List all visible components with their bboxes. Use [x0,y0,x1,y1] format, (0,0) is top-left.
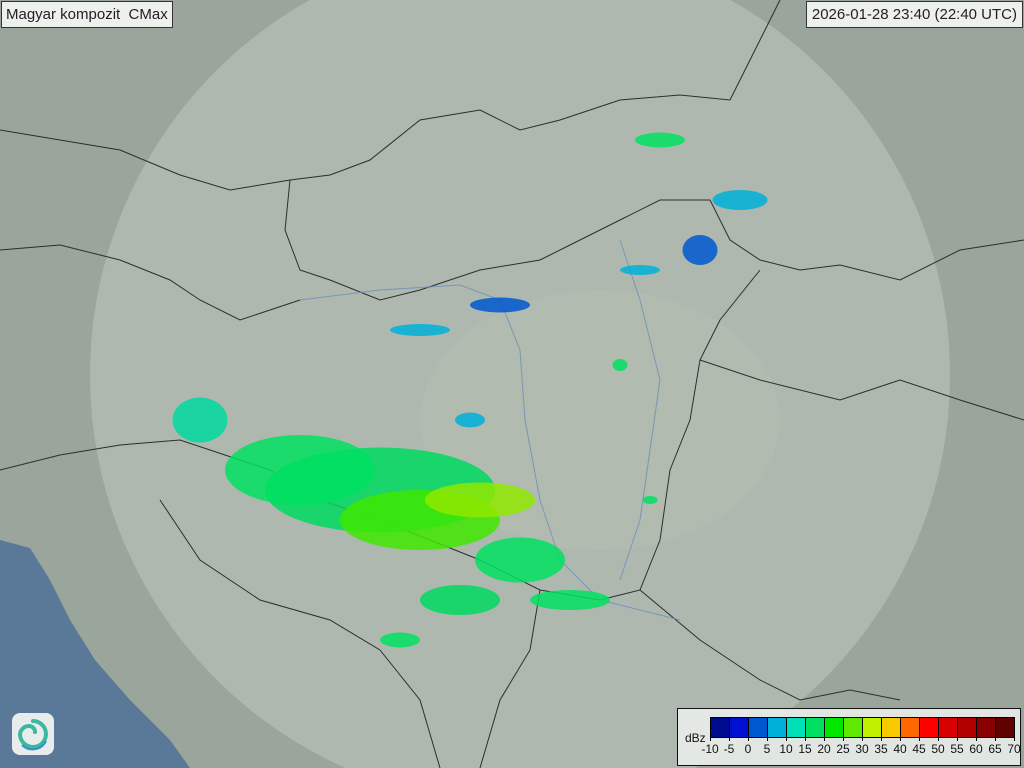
legend-tick-label: 25 [836,742,850,756]
pannonian-plain [420,290,780,550]
legend-tick [824,736,825,741]
legend-swatch [825,718,844,737]
product-title: Magyar kompozit CMax [1,1,173,28]
precipitation-echo [620,265,660,275]
legend-tick [786,736,787,741]
legend-tick [976,736,977,741]
timestamp-label: 2026-01-28 23:40 (22:40 UTC) [805,1,1023,28]
precipitation-echo [635,132,685,148]
legend-tick [900,736,901,741]
legend-tick [805,736,806,741]
legend-swatch [711,718,730,737]
legend-swatch [806,718,825,737]
legend-tick-label: 60 [969,742,983,756]
legend-swatch [768,718,787,737]
legend-tick-label: 70 [1007,742,1021,756]
legend-tick [957,736,958,741]
swirl-logo-icon [12,713,54,755]
legend-tick-label: 40 [893,742,907,756]
legend-swatch [977,718,996,737]
legend-swatch [996,718,1014,737]
legend-tick-label: -10 [701,742,719,756]
precipitation-echo [475,537,565,583]
precipitation-echo [682,235,718,265]
precipitation-echo [470,297,530,313]
legend-tick [881,736,882,741]
precipitation-echo [455,412,485,428]
legend-swatch [901,718,920,737]
legend-tick [767,736,768,741]
legend-tick-label: 45 [912,742,926,756]
legend-tick-label: 15 [798,742,812,756]
precipitation-echo [390,324,450,336]
legend-swatch [939,718,958,737]
precipitation-echo [642,496,658,504]
legend-ticks: -10 -5 0 5 10 15 20 25 30 35 40 45 50 55 60 65 70 [701,736,1021,766]
legend-tick [710,736,711,741]
legend-swatch [920,718,939,737]
precipitation-echo [380,632,420,648]
precipitation-echo [225,435,375,505]
legend-tick-label: -5 [723,742,735,756]
legend-swatch [882,718,901,737]
legend-tick-label: 10 [779,742,793,756]
legend-tick-label: 35 [874,742,888,756]
precipitation-echo [172,397,228,443]
legend-tick [938,736,939,741]
adriatic-sea [0,540,190,768]
legend-tick [729,736,730,741]
legend-swatch [730,718,749,737]
legend-tick [748,736,749,741]
dbz-legend: dBz -10 -5 0 5 10 15 20 25 30 35 40 45 50 55 60 65 70 [677,708,1021,766]
legend-tick [919,736,920,741]
legend-tick [843,736,844,741]
legend-tick-label: 0 [744,742,752,756]
legend-tick-label: 55 [950,742,964,756]
precipitation-echo [712,190,768,210]
legend-tick-label: 50 [931,742,945,756]
legend-swatch [958,718,977,737]
radar-echoes [172,132,768,648]
color-scale-bar [710,717,1015,738]
legend-tick-label: 5 [763,742,771,756]
precipitation-echo [612,359,628,371]
legend-tick [1014,736,1015,741]
precipitation-echo [530,590,610,610]
legend-tick [862,736,863,741]
legend-tick [995,736,996,741]
precipitation-echo [425,482,535,518]
legend-swatch [787,718,806,737]
legend-swatch [844,718,863,737]
precipitation-echo [420,585,500,615]
legend-swatch [749,718,768,737]
legend-tick-label: 20 [817,742,831,756]
legend-swatch [863,718,882,737]
rivers [299,239,681,621]
legend-tick-label: 30 [855,742,869,756]
legend-tick-label: 65 [988,742,1002,756]
legend-unit: dBz [685,731,706,745]
